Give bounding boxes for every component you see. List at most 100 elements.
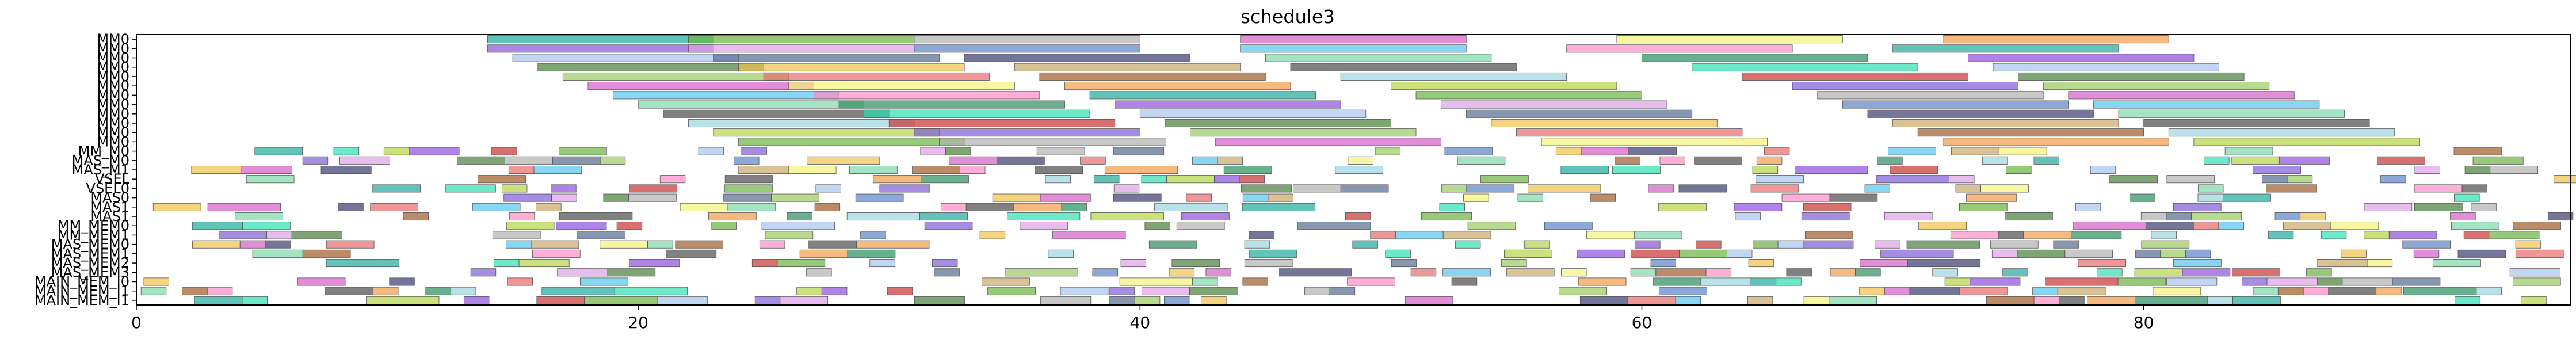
task-bar [1932, 268, 1958, 277]
task-bar [333, 147, 360, 155]
task-bar [302, 156, 329, 165]
task-bar [2006, 165, 2032, 174]
task-bar [2160, 249, 2186, 258]
task-bar [1803, 203, 1852, 211]
task-bar [1455, 240, 1481, 249]
task-bar [1776, 277, 1802, 286]
task-bar [1781, 193, 1830, 202]
task-bar [2414, 165, 2440, 174]
y-tick-label: MAS_M1 [72, 162, 129, 178]
task-bar [914, 128, 1140, 137]
task-bar [389, 277, 415, 286]
task-bar [2402, 240, 2451, 249]
task-bar [738, 165, 789, 174]
task-bar [2317, 259, 2368, 268]
task-bar [2093, 100, 2320, 109]
task-bar [2283, 222, 2331, 230]
task-bar [1859, 287, 1885, 295]
task-bar [2303, 287, 2329, 295]
task-bar [1943, 35, 2169, 44]
task-bar [1659, 287, 1707, 295]
task-bar [1192, 156, 1218, 165]
task-bar [1658, 203, 1707, 211]
task-bar [2513, 222, 2561, 230]
task-bar [1190, 128, 1417, 137]
task-bar [302, 249, 351, 258]
task-bar [1753, 240, 1779, 249]
task-bar [246, 175, 295, 184]
task-bar [1297, 222, 1371, 230]
task-bar [533, 165, 582, 174]
task-bar [659, 175, 686, 184]
task-bar [2433, 259, 2481, 268]
task-bar [2392, 277, 2441, 286]
task-bar [2342, 277, 2393, 286]
y-tick-label: MAS_MEM2 [51, 255, 129, 271]
task-bar [2057, 287, 2106, 295]
task-bar [1006, 212, 1081, 221]
task-bar [934, 268, 960, 277]
task-bar [734, 156, 760, 165]
task-bar [1506, 268, 1555, 277]
task-bar [1750, 184, 1799, 193]
task-bar [2075, 203, 2101, 211]
task-bar [1290, 63, 1517, 71]
task-bar [666, 249, 717, 258]
y-tick-label: MM0 [97, 50, 129, 66]
task-bar [1907, 259, 1981, 268]
task-bar [1144, 222, 1170, 230]
task-bar [2268, 231, 2294, 239]
task-bar [559, 212, 633, 221]
task-bar [2033, 156, 2059, 165]
task-bar [1375, 147, 1401, 155]
task-bar [1005, 268, 1078, 277]
task-bar [847, 249, 896, 258]
task-bar [1764, 147, 1790, 155]
task-bar [2182, 268, 2231, 277]
task-bar [1176, 222, 1225, 230]
task-bar [2166, 175, 2215, 184]
task-bar [2364, 231, 2390, 239]
task-bar [761, 222, 835, 230]
task-bar [1304, 287, 1330, 295]
task-bar [2489, 231, 2540, 239]
task-bar [1109, 296, 1135, 304]
task-bar [1249, 231, 1274, 239]
task-bar [1803, 240, 1854, 249]
task-bar [708, 212, 757, 221]
task-bar [1020, 222, 1068, 230]
task-bar [507, 277, 533, 286]
task-bar [2097, 268, 2123, 277]
task-bar [2328, 287, 2377, 295]
task-bar [1830, 268, 1856, 277]
task-bar [1635, 240, 1661, 249]
task-bar [557, 268, 608, 277]
task-bar [1955, 184, 1982, 193]
task-bar [1142, 287, 1190, 295]
task-bar [192, 240, 241, 249]
task-bar [2231, 156, 2280, 165]
task-bar [1163, 296, 1190, 304]
task-bar [1441, 184, 1467, 193]
task-bar [1544, 222, 1593, 230]
task-bar [1457, 156, 1506, 165]
task-bar [503, 193, 552, 202]
task-bar [1842, 100, 2069, 109]
task-bar [1113, 147, 1165, 155]
chart-title: schedule3 [1241, 6, 1335, 28]
task-bar [1391, 82, 1617, 90]
task-bar [1467, 222, 1516, 230]
task-bar [1441, 100, 1667, 109]
task-bar [1864, 184, 1891, 193]
task-bar [1966, 193, 2017, 202]
task-bar [505, 156, 553, 165]
task-bar [577, 231, 625, 239]
task-bar [1410, 268, 1437, 277]
task-bar [1166, 175, 1215, 184]
task-bar [1951, 147, 1999, 155]
task-bar [807, 156, 880, 165]
task-bar [603, 193, 629, 202]
task-bar [518, 259, 570, 268]
task-bar [326, 240, 375, 249]
task-bar [2087, 296, 2135, 304]
